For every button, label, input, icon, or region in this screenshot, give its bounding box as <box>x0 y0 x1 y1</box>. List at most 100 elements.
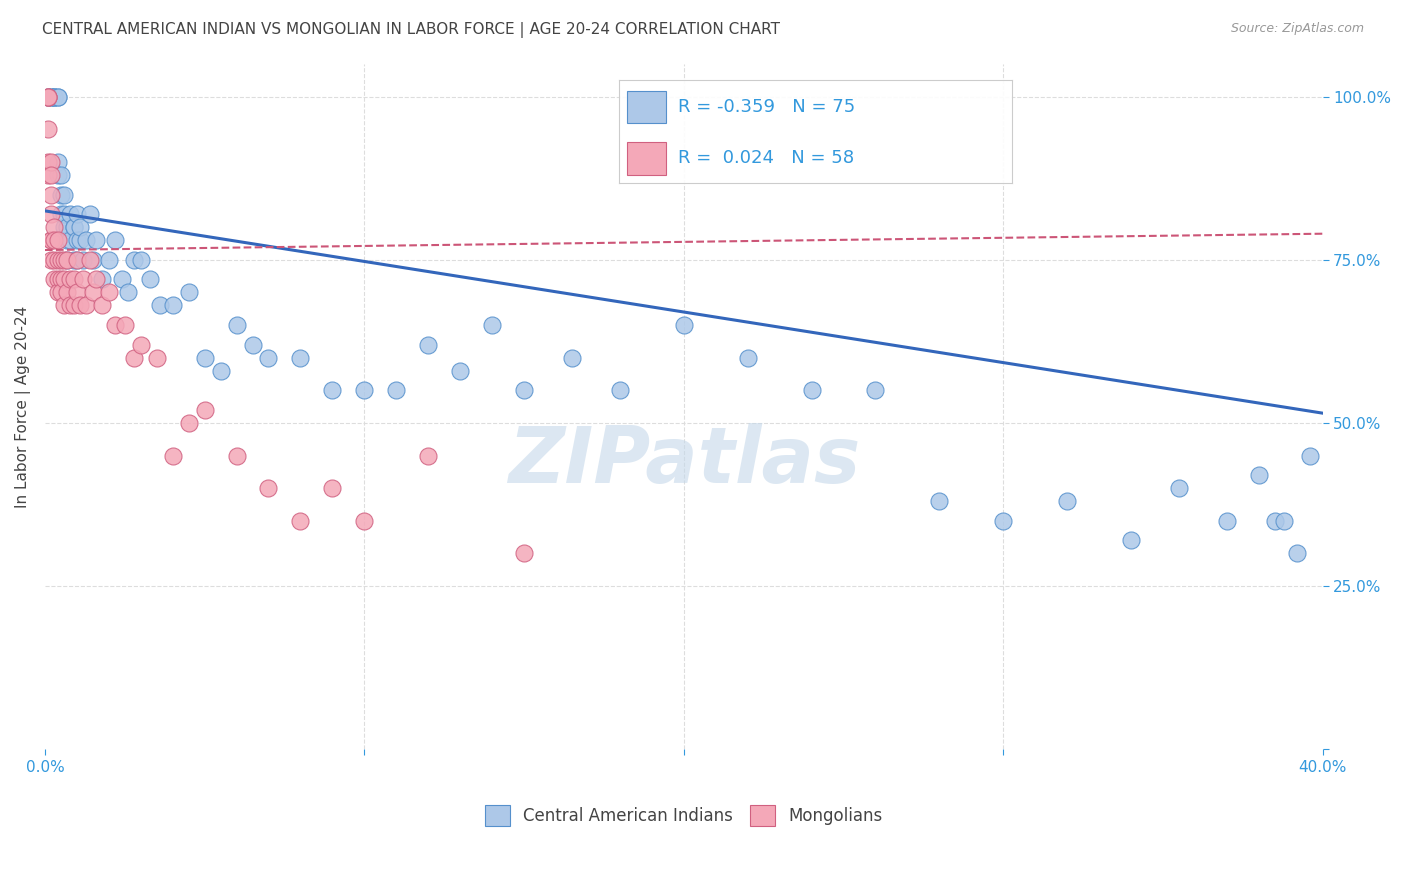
Point <box>79 252 101 267</box>
Point <box>46 155 69 169</box>
Point <box>69 233 91 247</box>
Point <box>37 122 59 136</box>
Point <box>162 449 184 463</box>
Point <box>39 187 62 202</box>
Point <box>177 416 200 430</box>
Point <box>353 384 375 398</box>
Point <box>82 252 104 267</box>
Point <box>449 364 471 378</box>
Point <box>149 298 172 312</box>
Point <box>56 252 79 267</box>
Point <box>53 207 76 221</box>
Point <box>290 514 312 528</box>
Point <box>39 168 62 182</box>
Point <box>72 272 94 286</box>
Point <box>1299 449 1322 463</box>
Point <box>56 233 79 247</box>
Point <box>124 351 146 365</box>
Point <box>114 318 136 332</box>
Point <box>59 298 82 312</box>
Point <box>44 220 66 235</box>
Point <box>209 364 232 378</box>
Point <box>91 272 114 286</box>
Point <box>79 207 101 221</box>
Point <box>46 233 69 247</box>
Point <box>1216 514 1239 528</box>
Text: ZIPatlas: ZIPatlas <box>508 424 860 500</box>
Point <box>257 351 280 365</box>
Point <box>1247 468 1270 483</box>
Point <box>66 252 89 267</box>
Point <box>62 272 84 286</box>
Point <box>418 337 440 351</box>
Point <box>84 272 107 286</box>
Legend: Central American Indians, Mongolians: Central American Indians, Mongolians <box>478 798 889 832</box>
Point <box>321 384 343 398</box>
Point <box>513 384 536 398</box>
Point <box>53 252 76 267</box>
Point <box>75 233 97 247</box>
Point <box>418 449 440 463</box>
Point <box>39 207 62 221</box>
Point <box>194 403 217 417</box>
Point <box>49 252 72 267</box>
Point <box>44 233 66 247</box>
Point <box>49 207 72 221</box>
Point <box>44 89 66 103</box>
Point <box>1119 533 1142 548</box>
Point <box>39 89 62 103</box>
Point <box>561 351 583 365</box>
Point <box>672 318 695 332</box>
Point <box>609 384 631 398</box>
Point <box>37 89 59 103</box>
Point <box>66 252 89 267</box>
FancyBboxPatch shape <box>627 91 666 123</box>
Point <box>49 187 72 202</box>
Point <box>1285 546 1308 560</box>
Point <box>53 220 76 235</box>
Point <box>44 89 66 103</box>
Point <box>39 233 62 247</box>
Point <box>44 272 66 286</box>
Point <box>62 252 84 267</box>
Point <box>53 298 76 312</box>
Point <box>62 220 84 235</box>
Point <box>46 89 69 103</box>
Point <box>865 384 887 398</box>
Point <box>44 89 66 103</box>
Point <box>104 318 127 332</box>
Point <box>225 449 247 463</box>
Point <box>481 318 503 332</box>
Point <box>139 272 162 286</box>
Point <box>110 272 132 286</box>
Point <box>66 285 89 300</box>
Point <box>129 337 152 351</box>
Point <box>37 168 59 182</box>
Point <box>321 481 343 495</box>
Point <box>1264 514 1286 528</box>
Point <box>353 514 375 528</box>
Point <box>97 252 120 267</box>
Point <box>385 384 408 398</box>
Point <box>53 272 76 286</box>
Point <box>56 220 79 235</box>
Point <box>37 89 59 103</box>
Point <box>91 298 114 312</box>
Point <box>46 252 69 267</box>
Point <box>129 252 152 267</box>
Point <box>39 89 62 103</box>
FancyBboxPatch shape <box>627 142 666 175</box>
Point <box>104 233 127 247</box>
Point <box>49 285 72 300</box>
Point <box>62 298 84 312</box>
Point <box>117 285 139 300</box>
Point <box>59 207 82 221</box>
Point <box>39 233 62 247</box>
Point <box>145 351 167 365</box>
Point <box>69 298 91 312</box>
Point <box>49 168 72 182</box>
Point <box>82 285 104 300</box>
Point <box>66 207 89 221</box>
Point <box>737 351 759 365</box>
Point <box>46 89 69 103</box>
